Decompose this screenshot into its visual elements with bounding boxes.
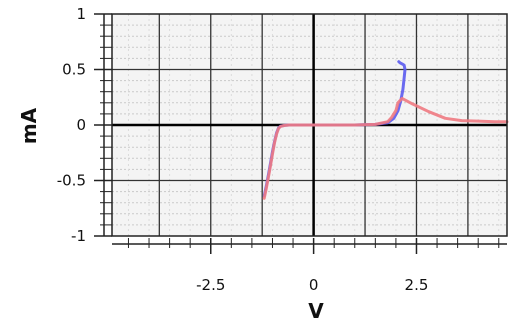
y-tick-labels: 1 0.5 0 -0.5 -1 — [57, 5, 86, 245]
y-tick-label: 0.5 — [62, 61, 86, 79]
y-tick-label: -0.5 — [57, 172, 86, 190]
x-axis-ruler — [112, 238, 507, 254]
y-axis-ruler — [94, 13, 112, 237]
x-tick-label: 2.5 — [405, 276, 429, 294]
series-red-line — [262, 96, 509, 200]
y-axis-label: mA — [17, 107, 41, 144]
x-tick-labels: -2.5 0 2.5 — [196, 276, 428, 294]
y-tick-label: -1 — [71, 227, 86, 245]
x-axis-label: V — [308, 299, 324, 322]
y-tick-label: 1 — [76, 5, 86, 23]
x-tick-label: -2.5 — [196, 276, 225, 294]
x-tick-label: 0 — [309, 276, 319, 294]
y-tick-label: 0 — [76, 116, 86, 134]
series-layer — [262, 60, 509, 200]
